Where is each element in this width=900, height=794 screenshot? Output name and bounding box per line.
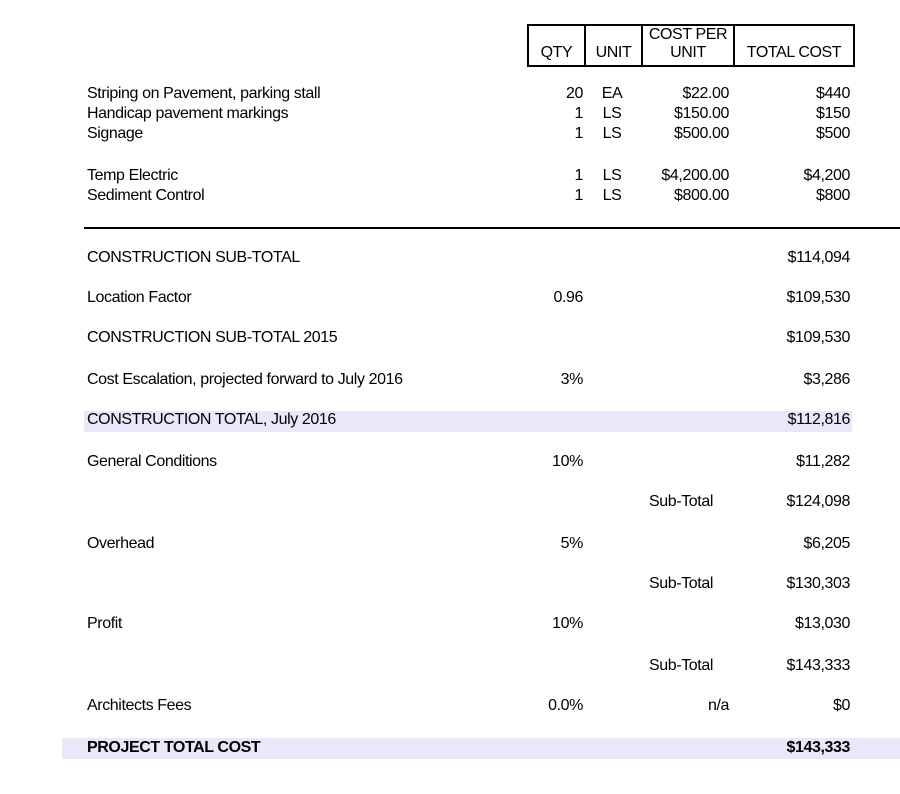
item-label: Striping on Pavement, parking stall (87, 85, 321, 102)
row-label: General Conditions (87, 453, 217, 470)
header-unit: UNIT (586, 26, 643, 65)
item-label: Temp Electric (87, 167, 178, 184)
header-cost-per-unit: COST PER UNIT (643, 26, 735, 65)
header-total-label: TOTAL COST (746, 44, 842, 61)
row-total: $124,098 (786, 493, 850, 510)
construction-subtotal-row: CONSTRUCTION SUB-TOTAL $114,094 (0, 248, 900, 268)
item-qty: 1 (574, 187, 584, 204)
profit-row: Profit 10% $13,030 (0, 614, 900, 634)
row-note: n/a (707, 697, 729, 714)
column-header-box: QTY UNIT COST PER UNIT TOTAL COST (527, 24, 855, 67)
row-label: CONSTRUCTION SUB-TOTAL (87, 249, 300, 266)
item-unit: LS (602, 125, 622, 142)
line-item: Striping on Pavement, parking stall 20 E… (0, 84, 900, 104)
item-label: Handicap pavement markings (87, 105, 289, 122)
row-total: $143,333 (786, 657, 850, 674)
header-qty-label: QTY (540, 44, 573, 61)
subtotal-row: Sub-Total $130,303 (0, 574, 900, 594)
overhead-row: Overhead 5% $6,205 (0, 534, 900, 554)
row-label: CONSTRUCTION TOTAL, July 2016 (87, 411, 336, 428)
construction-subtotal-2015-row: CONSTRUCTION SUB-TOTAL 2015 $109,530 (0, 328, 900, 348)
line-item: Sediment Control 1 LS $800.00 $800 (0, 186, 900, 206)
row-label: Location Factor (87, 289, 192, 306)
row-label: PROJECT TOTAL COST (87, 739, 261, 756)
item-qty: 1 (574, 125, 584, 142)
item-unit: LS (602, 187, 622, 204)
row-total: $109,530 (786, 289, 850, 306)
row-total: $143,333 (786, 739, 850, 756)
construction-total-highlight (84, 411, 852, 432)
row-total: $6,205 (803, 535, 850, 552)
item-cost-per-unit: $4,200.00 (661, 167, 729, 184)
line-item: Handicap pavement markings 1 LS $150.00 … (0, 104, 900, 124)
row-value: 10% (552, 615, 583, 632)
item-unit: LS (602, 105, 622, 122)
row-label: Architects Fees (87, 697, 192, 714)
item-label: Signage (87, 125, 143, 142)
line-item: Temp Electric 1 LS $4,200.00 $4,200 (0, 166, 900, 186)
item-unit: EA (601, 85, 623, 102)
item-unit: LS (602, 167, 622, 184)
row-total: $109,530 (786, 329, 850, 346)
row-label: Cost Escalation, projected forward to Ju… (87, 371, 403, 388)
row-label: Profit (87, 615, 122, 632)
item-total: $440 (816, 85, 850, 102)
row-value: 10% (552, 453, 583, 470)
row-value: 0.0% (548, 697, 583, 714)
row-total: $0 (833, 697, 850, 714)
general-conditions-row: General Conditions 10% $11,282 (0, 452, 900, 472)
row-label: CONSTRUCTION SUB-TOTAL 2015 (87, 329, 338, 346)
row-label: Overhead (87, 535, 155, 552)
subtotal-label: Sub-Total (649, 493, 713, 510)
row-total: $130,303 (786, 575, 850, 592)
subtotal-row: Sub-Total $143,333 (0, 656, 900, 676)
row-value: 3% (560, 371, 584, 388)
item-qty: 1 (574, 105, 584, 122)
row-total: $112,816 (787, 411, 851, 428)
item-total: $4,200 (803, 167, 850, 184)
item-cost-per-unit: $800.00 (673, 187, 729, 204)
item-cost-per-unit: $500.00 (673, 125, 729, 142)
divider-line (84, 227, 900, 229)
row-total: $114,094 (787, 249, 851, 266)
project-total-highlight (62, 738, 900, 759)
header-qty: QTY (529, 26, 586, 65)
item-total: $500 (816, 125, 850, 142)
item-cost-per-unit: $150.00 (673, 105, 729, 122)
subtotal-label: Sub-Total (649, 575, 713, 592)
item-label: Sediment Control (87, 187, 205, 204)
item-qty: 20 (566, 85, 583, 102)
row-value: 5% (560, 535, 584, 552)
construction-total-row: CONSTRUCTION TOTAL, July 2016 $112,816 (0, 410, 900, 430)
architects-fees-row: Architects Fees 0.0% n/a $0 (0, 696, 900, 716)
row-total: $3,286 (803, 371, 850, 388)
item-total: $150 (816, 105, 850, 122)
item-qty: 1 (574, 167, 584, 184)
header-cpu-line1: COST PER (648, 26, 728, 43)
row-total: $11,282 (796, 453, 850, 470)
header-cpu-line2: UNIT (670, 44, 706, 61)
escalation-row: Cost Escalation, projected forward to Ju… (0, 370, 900, 390)
line-item: Signage 1 LS $500.00 $500 (0, 124, 900, 144)
header-unit-label: UNIT (595, 44, 632, 61)
item-total: $800 (816, 187, 850, 204)
row-value: 0.96 (553, 289, 583, 306)
row-total: $13,030 (794, 615, 850, 632)
location-factor-row: Location Factor 0.96 $109,530 (0, 288, 900, 308)
subtotal-label: Sub-Total (649, 657, 713, 674)
project-total-row: PROJECT TOTAL COST $143,333 (0, 738, 900, 758)
subtotal-row: Sub-Total $124,098 (0, 492, 900, 512)
item-cost-per-unit: $22.00 (682, 85, 729, 102)
header-total-cost: TOTAL COST (735, 26, 853, 65)
